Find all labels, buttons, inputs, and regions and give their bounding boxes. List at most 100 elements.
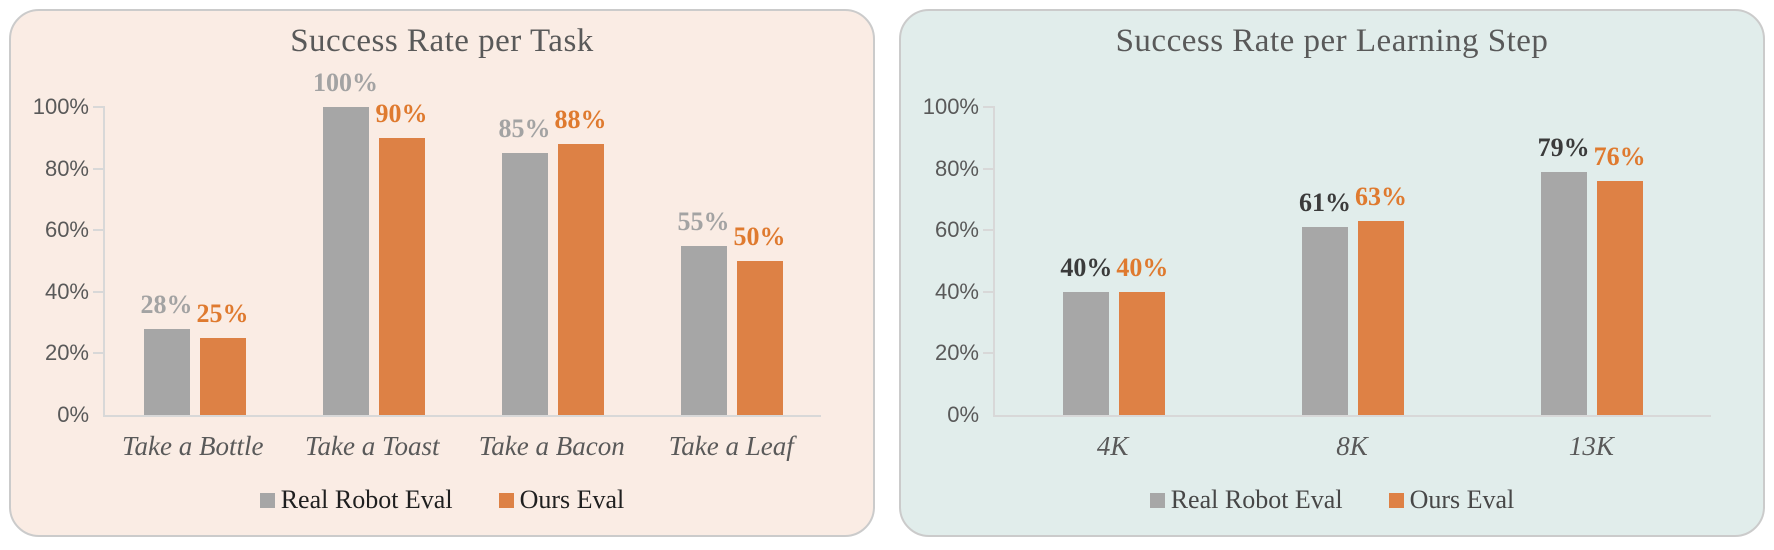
bar-value-label: 63% [1355,182,1407,211]
bar-wrap: 85% [499,114,551,415]
bar-value-label: 25% [196,299,249,328]
bar-ours-eval [1596,181,1643,415]
y-axis-tick-label: 60% [934,217,979,243]
chart-title: Success Rate per Task [290,23,594,59]
bar-value-label: 55% [677,207,730,236]
x-axis-label-4k: 4K [1096,431,1129,461]
plot-area: 28% 25% 100% 90% 85% 88% 55% 50% 0% 20% 40% 60% 80%… [33,68,821,427]
y-axis-tick-label: 20% [934,340,979,366]
bar-wrap: 88% [554,105,607,415]
bar-value-label: 61% [1299,188,1351,217]
y-axis-tick-label: 0% [947,402,979,427]
legend: Real Robot Eval Ours Eval [901,485,1763,515]
bar-wrap: 79% [1537,133,1590,415]
x-axis-label-take-a-bottle: Take a Bottle [122,431,264,461]
bar-wrap: 76% [1593,142,1646,415]
bar-ours-eval [736,261,783,415]
bar-real-robot-eval [143,329,190,415]
y-axis-tick-mark [983,167,995,170]
y-axis-tick-label: 40% [934,278,979,304]
x-axis-labels: Take a Bottle Take a Toast Take a Bacon Tak… [103,431,821,462]
bar-group-13k: 79% 76% [1472,107,1711,415]
legend-swatch-icon [498,492,514,508]
y-axis-tick-label: 80% [934,155,979,181]
bar-group-4k: 40% 40% [995,107,1234,415]
bar-wrap: 90% [375,99,428,415]
bar-wrap: 63% [1355,182,1407,415]
y-axis-tick-mark [93,290,105,293]
bar-real-robot-eval [1540,172,1587,415]
legend-item-real-robot-eval: Real Robot Eval [1149,485,1343,515]
chart-panel-success-rate-per-task: Success Rate per Task 28% 25% 100% 90% 85% 88… [9,9,875,537]
bar-wrap: 100% [313,68,378,415]
bar-group-8k: 61% 63% [1234,107,1473,415]
y-axis-tick-mark [93,229,105,232]
bar-ours-eval [199,338,246,415]
x-axis-label-take-a-leaf: Take a Leaf [668,431,794,461]
x-axis-label-take-a-bacon: Take a Bacon [478,431,625,461]
plot-area: 40% 40% 61% 63% 79% 76% 0% 20% 40% 60% 80% 100% [923,94,1711,427]
y-axis-tick-label: 60% [44,217,89,243]
y-axis-tick-label: 80% [44,155,89,181]
bar-groups: 40% 40% 61% 63% 79% 76% [995,107,1711,415]
bar-value-label: 40% [1116,253,1169,282]
bar-group-take-a-leaf: 55% 50% [642,107,821,415]
legend-label: Real Robot Eval [280,485,453,514]
bar-ours-eval [1358,221,1404,415]
bar-value-label: 90% [375,99,428,128]
bar-value-label: 50% [733,222,786,251]
legend-label: Ours Eval [519,485,625,514]
y-axis-tick-mark [93,106,105,108]
chart-panel-success-rate-per-learning-step: Success Rate per Learning Step 40% 40% 61%… [899,9,1765,537]
bar-wrap: 61% [1299,188,1351,415]
bar-value-label: 88% [554,105,607,134]
bar-wrap: 40% [1116,253,1169,415]
x-axis-label-8k: 8K [1336,431,1368,461]
bar-group-take-a-bacon: 85% 88% [463,105,642,415]
bar-value-label: 100% [313,68,378,97]
bar-ours-eval [1119,292,1166,415]
bar-value-label: 40% [1060,253,1113,282]
y-axis-tick-mark [983,352,995,355]
y-axis-tick-label: 100% [922,94,979,119]
bar-value-label: 28% [140,290,193,319]
bar-group-take-a-bottle: 28% 25% [105,107,284,415]
y-axis-tick-mark [983,290,995,293]
y-axis-tick-mark [983,106,995,108]
bar-real-robot-eval [680,246,727,415]
y-axis-tick-mark [93,167,105,170]
bar-wrap: 55% [677,207,730,415]
x-axis-label-13k: 13K [1568,431,1614,461]
bar-wrap: 28% [140,290,193,415]
legend-item-real-robot-eval: Real Robot Eval [259,485,453,515]
bar-ours-eval [557,144,604,415]
y-axis-tick-label: 20% [44,340,89,366]
bar-ours-eval [378,138,425,415]
bar-wrap: 50% [733,222,786,415]
y-axis-tick-label: 0% [57,402,89,427]
y-axis-tick-label: 100% [32,94,89,119]
y-axis-tick-mark [93,352,105,355]
legend-item-ours-eval: Ours Eval [498,485,625,515]
legend-swatch-icon [259,492,275,508]
bar-groups: 28% 25% 100% 90% 85% 88% 55% 50% [105,68,821,415]
legend-label: Real Robot Eval [1170,485,1343,514]
bar-group-take-a-toast: 100% 90% [284,68,463,415]
legend-swatch-icon [1149,492,1165,508]
bar-real-robot-eval [1302,227,1348,415]
bar-wrap: 25% [196,299,249,415]
bar-value-label: 76% [1593,142,1646,171]
legend-item-ours-eval: Ours Eval [1388,485,1515,515]
legend-swatch-icon [1388,492,1404,508]
legend-label: Ours Eval [1409,485,1515,514]
x-axis-labels: 4K 8K 13K [993,431,1711,462]
x-axis-label-take-a-toast: Take a Toast [304,431,440,461]
bar-real-robot-eval [501,153,548,415]
y-axis-tick-label: 40% [44,278,89,304]
bar-real-robot-eval [1063,292,1110,415]
y-axis-tick-mark [983,229,995,232]
legend: Real Robot Eval Ours Eval [11,485,873,515]
chart-title: Success Rate per Learning Step [1115,23,1549,59]
bar-value-label: 79% [1537,133,1590,162]
